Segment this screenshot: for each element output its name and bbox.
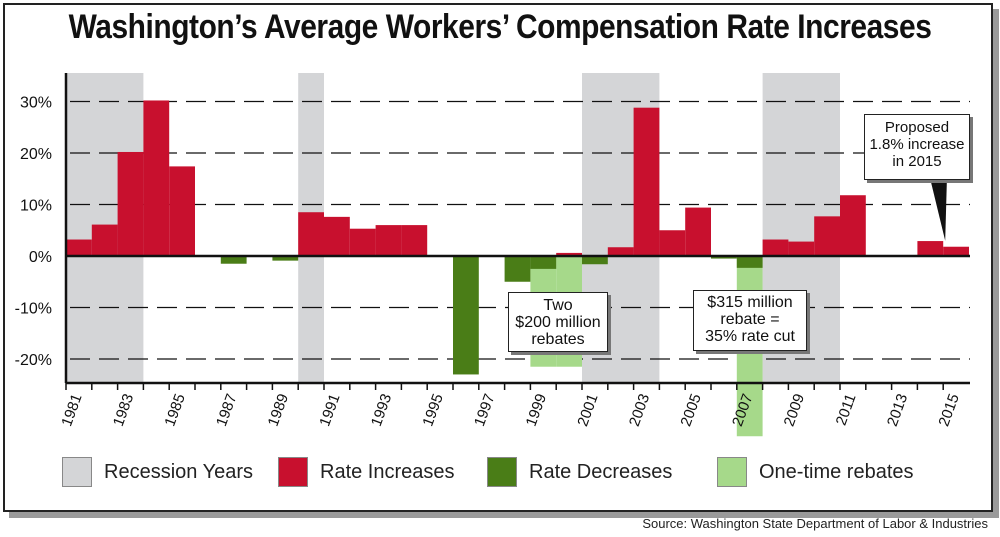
y-tick-label-10: 10% (20, 198, 52, 215)
legend-label-decreases: Rate Decreases (529, 460, 673, 483)
legend-item-increases: Rate Increases (278, 455, 455, 489)
legend-item-rebates: One-time rebates (717, 455, 914, 489)
rate-bar-1994 (401, 225, 428, 256)
rate-bar-2014 (917, 241, 944, 256)
rate-bar-1984 (143, 100, 170, 256)
rate-bar-1999 (530, 256, 557, 269)
rate-bar-2002 (607, 247, 634, 256)
legend-item-decreases: Rate Decreases (487, 455, 672, 489)
x-tick-label-1987: 1987 (213, 392, 240, 429)
x-tick-label-1981: 1981 (58, 392, 85, 429)
x-tick-label-2005: 2005 (677, 392, 704, 429)
rate-bar-2011 (840, 195, 866, 256)
rate-bar-2007 (736, 256, 763, 268)
rate-bar-1993 (375, 225, 402, 256)
annotation-two-rebates: Two $200 million rebates (508, 292, 608, 352)
rate-bar-2003 (633, 107, 660, 257)
legend-label-rebates: One-time rebates (759, 460, 914, 483)
rate-bar-2009 (788, 241, 815, 256)
x-tick-label-2003: 2003 (626, 392, 653, 429)
legend-swatch-decreases (487, 457, 517, 487)
rate-bar-1983 (117, 151, 144, 256)
y-tick-label-0: 0% (29, 249, 52, 266)
legend: Recession Years Rate Increases Rate Decr… (62, 455, 962, 489)
legend-swatch-rebates (717, 457, 747, 487)
rate-bar-1987 (220, 256, 247, 264)
x-tick-label-2013: 2013 (884, 392, 911, 429)
x-tick-label-1983: 1983 (110, 392, 137, 429)
rate-bar-1989 (272, 256, 299, 261)
legend-label-recession: Recession Years (104, 460, 253, 483)
rate-bar-1982 (91, 224, 118, 256)
rate-bar-2001 (582, 256, 608, 265)
y-tick-label-30: 30% (20, 95, 52, 112)
rate-bar-1991 (324, 216, 350, 256)
rate-bar-2010 (814, 216, 840, 256)
y-tick-label-20: 20% (20, 146, 52, 163)
x-tick-label-1999: 1999 (523, 392, 550, 429)
y-tick-label--10: -10% (15, 301, 52, 318)
x-tick-label-2001: 2001 (574, 392, 601, 429)
x-tick-label-2009: 2009 (781, 392, 808, 429)
rate-bar-1996 (453, 256, 479, 375)
chart-title: Washington’s Average Workers’ Compensati… (68, 8, 932, 46)
x-tick-label-1985: 1985 (161, 392, 188, 429)
rate-bar-2006 (711, 256, 737, 259)
callout-pointer (930, 176, 947, 241)
annotation-315-rebate: $315 million rebate = 35% rate cut (693, 290, 807, 351)
rate-bar-2000 (556, 252, 582, 256)
x-tick-label-1991: 1991 (316, 392, 343, 429)
x-tick-label-1997: 1997 (471, 392, 498, 429)
annotation-proposed-increase: Proposed 1.8% increase in 2015 (864, 114, 970, 180)
rate-bar-1998 (504, 256, 531, 282)
x-tick-label-2015: 2015 (935, 392, 962, 429)
x-tick-label-1995: 1995 (419, 392, 446, 429)
rate-bar-2015 (943, 246, 969, 256)
rate-bar-2008 (762, 239, 789, 256)
rate-bar-1981 (66, 239, 92, 256)
legend-swatch-recession (62, 457, 92, 487)
x-tick-label-2011: 2011 (833, 392, 860, 428)
rate-bar-2004 (659, 230, 686, 256)
y-tick-label--20: -20% (15, 352, 52, 369)
x-tick-label-1989: 1989 (265, 392, 292, 429)
rate-bar-1990 (298, 212, 324, 256)
rate-bar-1985 (169, 166, 195, 256)
rate-bar-2005 (685, 207, 711, 256)
rate-bar-1992 (349, 228, 376, 256)
legend-label-increases: Rate Increases (320, 460, 455, 483)
legend-item-recession: Recession Years (62, 455, 253, 489)
x-tick-label-1993: 1993 (368, 392, 395, 429)
legend-swatch-increases (278, 457, 308, 487)
source-note: Source: Washington State Department of L… (642, 516, 988, 531)
